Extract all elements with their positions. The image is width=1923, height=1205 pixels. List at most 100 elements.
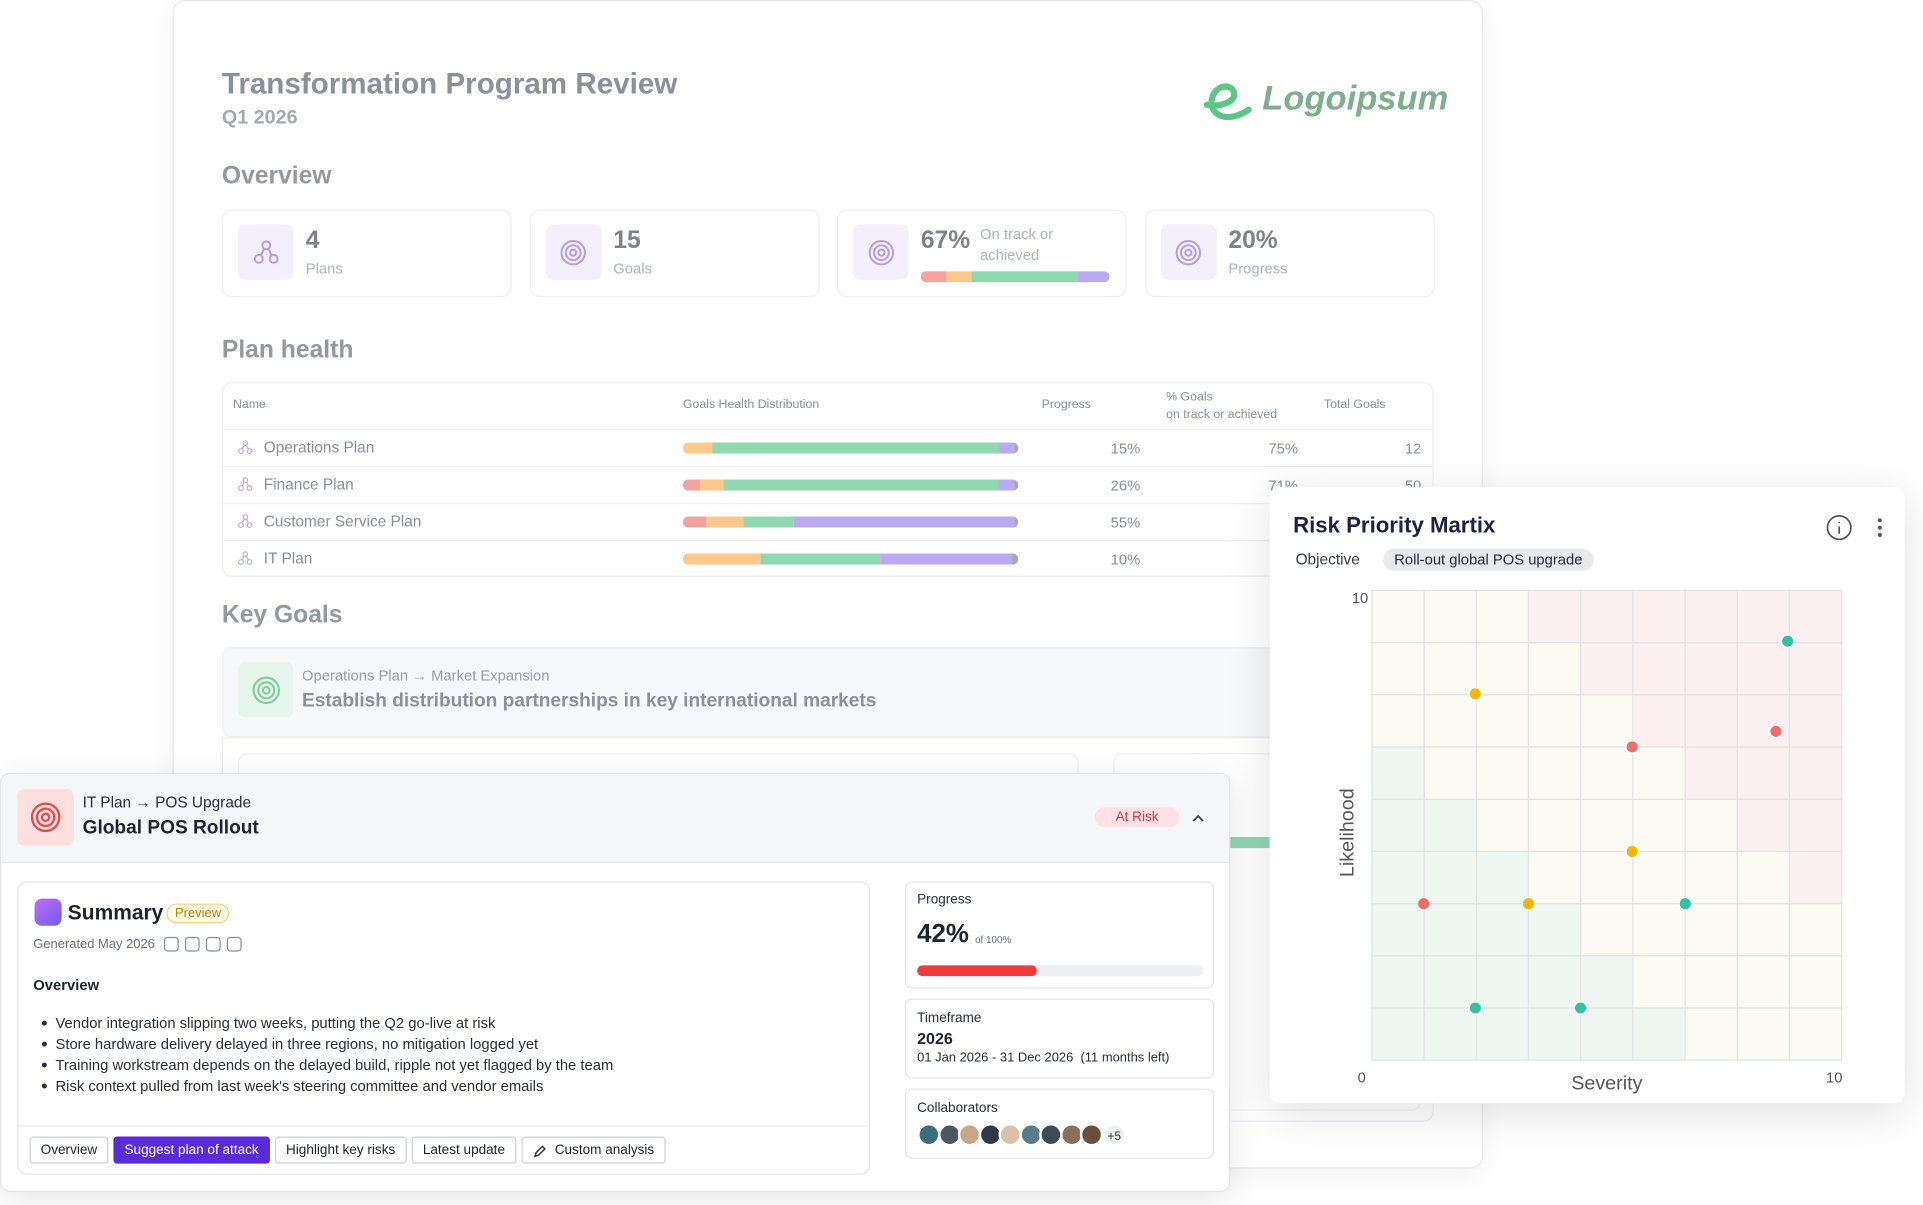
column-header: Name xyxy=(232,398,266,412)
matrix-cell xyxy=(1788,642,1843,696)
matrix-cell xyxy=(1788,694,1843,748)
menu-icon[interactable] xyxy=(1876,517,1883,539)
generated-date: Generated May 2026 xyxy=(33,936,155,952)
health-segment xyxy=(743,516,794,528)
health-segment xyxy=(1077,271,1110,283)
feedback-icon[interactable] xyxy=(184,936,200,952)
action-button[interactable]: Custom analysis xyxy=(521,1136,666,1164)
matrix-cell xyxy=(1632,902,1686,957)
risk-point xyxy=(1769,724,1783,739)
matrix-cell xyxy=(1371,1007,1425,1061)
matrix-cell xyxy=(1580,902,1634,957)
matrix-cell xyxy=(1475,589,1530,644)
plan-name: IT Plan xyxy=(263,549,313,568)
avatar xyxy=(1039,1122,1063,1147)
pencil-svg[interactable] xyxy=(533,1144,548,1159)
section-heading: Overview xyxy=(221,162,332,190)
matrix-cell xyxy=(1423,955,1477,1009)
bullet-dot xyxy=(41,1041,47,1047)
pencil-icon xyxy=(533,1143,548,1168)
action-button[interactable]: Highlight key risks xyxy=(274,1136,407,1164)
timeframe-range: 01 Jan 2026 - 31 Dec 2026 (11 months lef… xyxy=(917,1050,1170,1066)
kebab-svg[interactable] xyxy=(1876,517,1883,539)
collaborators-more: +5 xyxy=(1102,1122,1127,1147)
stat-label: On track or achieved xyxy=(979,225,1054,264)
matrix-cell xyxy=(1684,902,1738,957)
matrix-cell xyxy=(1475,746,1530,800)
bullet-dot xyxy=(41,1083,47,1089)
target-icon xyxy=(1175,239,1202,265)
health-bar xyxy=(682,442,1019,454)
matrix-cell xyxy=(1736,1007,1791,1061)
health-segment xyxy=(682,442,714,454)
chevron-icon[interactable] xyxy=(1188,809,1208,829)
column-header: % Goals on track or achieved xyxy=(1166,390,1278,422)
column-header: Total Goals xyxy=(1323,398,1386,412)
row-divider xyxy=(221,428,1434,431)
matrix-cell xyxy=(1684,694,1738,748)
plan-progress: 26% xyxy=(1110,477,1141,495)
matrix-cell xyxy=(1423,902,1477,957)
progress-track xyxy=(917,965,1204,977)
matrix-cell xyxy=(1736,850,1791,905)
objective-label: Objective xyxy=(1295,551,1360,569)
progress-fill xyxy=(917,965,1038,977)
summary-heading: Summary xyxy=(67,901,164,925)
matrix-cell xyxy=(1371,642,1425,696)
summary-bullet: Vendor integration slipping two weeks, p… xyxy=(55,1014,496,1032)
stat-label: Plans xyxy=(305,260,343,278)
plan-progress: 10% xyxy=(1110,551,1141,569)
matrix-cell xyxy=(1580,798,1634,853)
y-tick-label: 10 xyxy=(1352,591,1368,607)
matrix-cell xyxy=(1580,850,1634,905)
avatar xyxy=(957,1122,982,1147)
matrix-cell xyxy=(1371,694,1425,748)
info-icon[interactable] xyxy=(1826,514,1853,541)
matrix-cell xyxy=(1788,798,1843,853)
health-segment xyxy=(947,271,972,283)
health-segment xyxy=(1014,516,1019,528)
plan-on-track: 75% xyxy=(1268,440,1299,458)
matrix-cell xyxy=(1527,589,1582,644)
risk-point xyxy=(1573,1001,1588,1015)
risk-point xyxy=(1678,896,1693,911)
plan-table xyxy=(221,382,1434,577)
matrix-cell xyxy=(1475,955,1530,1009)
icon xyxy=(237,224,294,280)
matrix-cell xyxy=(1527,694,1582,748)
feedback-icon[interactable] xyxy=(205,936,221,952)
feedback-icon[interactable] xyxy=(163,936,179,952)
avatar xyxy=(1079,1122,1104,1147)
matrix-cell xyxy=(1580,746,1634,800)
row-icon xyxy=(237,513,254,530)
matrix-cell xyxy=(1423,746,1477,800)
health-segment xyxy=(1011,553,1019,565)
summary-bullet: Training workstream depends on the delay… xyxy=(55,1056,614,1074)
health-segment xyxy=(699,479,724,491)
matrix-cell xyxy=(1371,850,1425,905)
row-icon xyxy=(237,476,254,493)
matrix-cell xyxy=(1423,589,1477,644)
matrix-cell xyxy=(1527,642,1582,696)
action-button[interactable]: Overview xyxy=(29,1136,109,1164)
action-button[interactable]: Suggest plan of attack xyxy=(113,1136,270,1164)
matrix-cell xyxy=(1527,955,1582,1009)
collapse-chevron[interactable] xyxy=(1188,809,1208,829)
feedback-icon[interactable] xyxy=(226,936,242,952)
health-bar xyxy=(682,516,1019,528)
stat-value: 20% xyxy=(1228,226,1278,254)
summary-bullet: Store hardware delivery delayed in three… xyxy=(55,1035,539,1053)
action-button[interactable]: Latest update xyxy=(411,1136,517,1164)
health-segment xyxy=(760,553,881,565)
matrix-cell xyxy=(1736,642,1791,696)
icon xyxy=(237,661,294,718)
matrix-cell xyxy=(1632,746,1686,800)
info-svg[interactable] xyxy=(1826,514,1853,541)
section-heading: Key Goals xyxy=(221,601,343,629)
progress-value: 42% xyxy=(917,919,969,948)
matrix-cell xyxy=(1580,589,1634,644)
goal-card xyxy=(221,647,1434,738)
matrix-cell xyxy=(1684,1007,1738,1061)
